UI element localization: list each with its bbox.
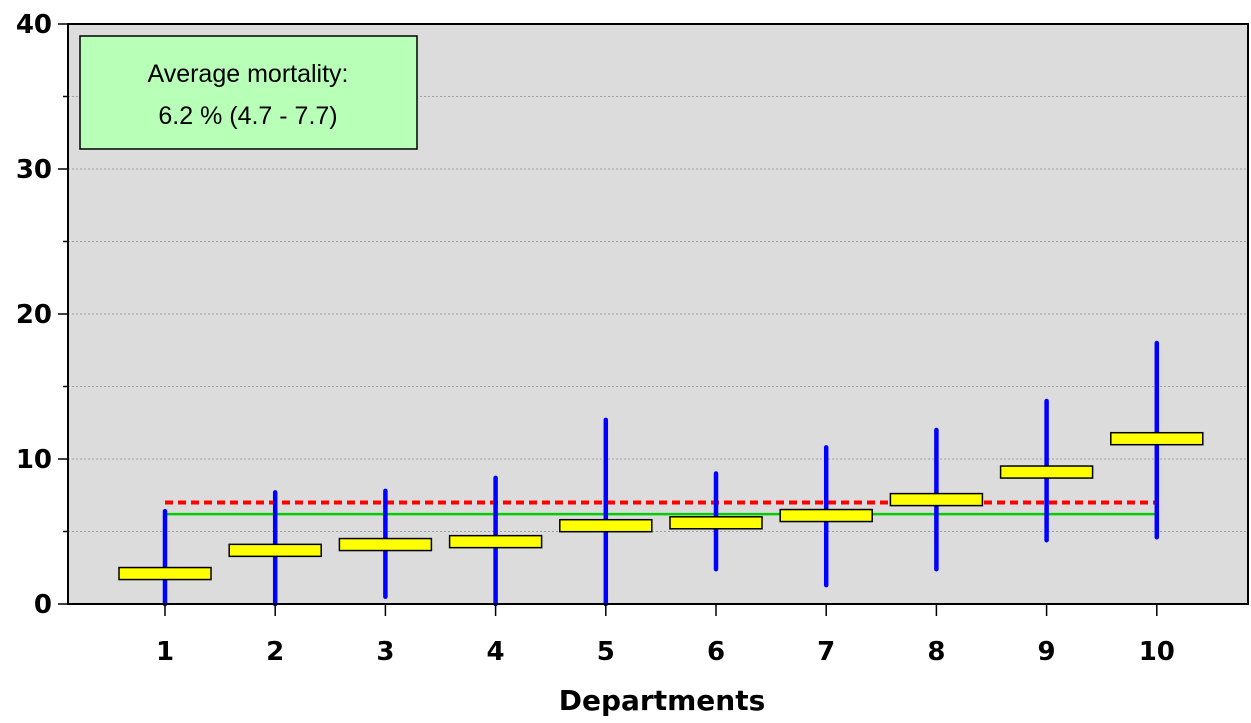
mortality-estimate-bar — [889, 492, 984, 507]
info-box-line2: 6.2 % (4.7 - 7.7) — [158, 102, 337, 130]
y-tick-label: 40 — [16, 10, 52, 40]
mortality-estimate-bar — [1110, 431, 1204, 446]
x-tick-label: 1 — [156, 637, 174, 667]
mortality-estimate-bar — [228, 543, 322, 558]
x-tick-label: 2 — [266, 637, 284, 667]
average-mortality-box: Average mortality: 6.2 % (4.7 - 7.7) — [79, 35, 418, 150]
x-tick-label: 5 — [597, 637, 615, 667]
x-tick-label: 9 — [1038, 637, 1056, 667]
mortality-estimate-bar — [999, 465, 1094, 479]
grid-lines — [68, 96, 1248, 532]
x-tick-label: 3 — [376, 637, 394, 667]
mortality-estimate-bar — [118, 566, 212, 581]
mortality-estimate-bar — [338, 537, 433, 552]
x-tick-label: 10 — [1139, 637, 1175, 667]
x-tick-label: 8 — [927, 637, 945, 667]
mortality-estimate-bar — [779, 508, 873, 523]
info-box-line1: Average mortality: — [147, 60, 348, 88]
x-tick-label: 4 — [487, 637, 505, 667]
y-tick-label: 10 — [16, 445, 52, 475]
y-tick-label: 30 — [16, 155, 52, 185]
mortality-estimate-bar — [559, 518, 653, 533]
x-tick-label: 7 — [817, 637, 835, 667]
mortality-estimate-bar — [448, 534, 543, 549]
axes: 0 10 20 30 40 1 2 3 4 5 6 7 8 9 10 — [16, 10, 1175, 667]
reference-lines — [165, 500, 1157, 516]
y-tick-label: 0 — [34, 590, 52, 620]
x-axis-title: Departments — [559, 684, 766, 717]
mortality-estimate-bar — [669, 516, 763, 530]
y-tick-label: 20 — [16, 300, 52, 330]
info-box-background — [79, 35, 418, 150]
data-marks — [118, 340, 1204, 607]
x-tick-label: 6 — [707, 637, 725, 667]
